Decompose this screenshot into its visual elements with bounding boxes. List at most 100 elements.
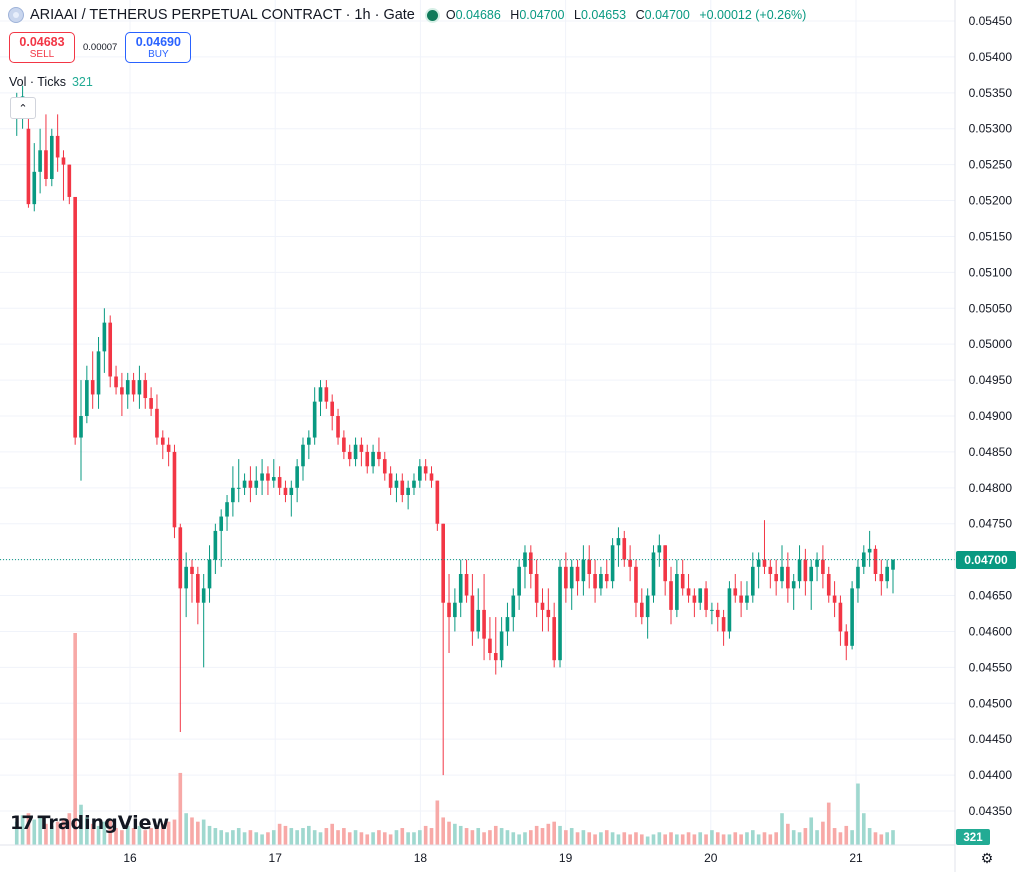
candle-body [745, 595, 749, 603]
ohlc-values: O0.04686 H0.04700 L0.04653 C0.04700 +0.0… [445, 8, 807, 22]
candle-body [79, 416, 83, 438]
candle-body [307, 437, 311, 445]
candle-body [201, 588, 206, 603]
volume-bar [686, 832, 691, 845]
candle-body [342, 437, 346, 452]
volume-bar [499, 828, 504, 845]
volume-bar [809, 817, 814, 845]
candle-body [826, 574, 831, 596]
volume-bar [663, 834, 667, 845]
volume-bar [108, 819, 113, 845]
candle-body [90, 380, 95, 395]
candle-body [727, 588, 732, 632]
candle-body [412, 480, 416, 488]
volume-bar [160, 823, 165, 845]
candle-body [318, 387, 323, 402]
volume-bar [190, 817, 194, 845]
candle-body [359, 444, 364, 452]
candle-body [85, 380, 89, 416]
volume-bar [844, 825, 849, 845]
candle-body [231, 487, 235, 503]
candle-body [312, 401, 317, 438]
volume-bar [861, 813, 866, 845]
candle-body [44, 150, 48, 179]
candle-body [552, 617, 556, 661]
candle-body [721, 617, 726, 632]
volume-bar [14, 821, 19, 845]
symbol-title[interactable]: ARIAAI / TETHERUS PERPETUAL CONTRACT · 1… [30, 7, 415, 23]
price-tick-label: 0.05400 [969, 50, 1013, 64]
price-tick-label: 0.05000 [969, 337, 1013, 351]
volume-bar [73, 633, 77, 845]
candle-body [821, 559, 825, 574]
candle-body [102, 322, 107, 352]
settings-gear-icon[interactable]: ⚙ [980, 850, 994, 866]
candle-body [651, 552, 656, 596]
candle-body [295, 466, 299, 488]
candle-body [254, 480, 259, 488]
candle-body [599, 574, 603, 589]
volume-bar [371, 832, 375, 845]
candle-body [429, 473, 434, 481]
volume-bar [511, 832, 516, 845]
volume-bar [639, 834, 644, 845]
volume-bar [377, 830, 381, 845]
candle-body [786, 566, 790, 589]
tradingview-logo[interactable]: 17 TradingView [10, 812, 170, 834]
volume-bar [558, 825, 562, 845]
volume-bar [599, 832, 603, 845]
volume-bar [289, 828, 294, 845]
candle-body [529, 552, 533, 574]
candle-body [505, 617, 510, 632]
market-status-icon[interactable] [426, 9, 438, 21]
sell-button[interactable]: 0.04683 SELL [9, 32, 75, 63]
volume-bar [815, 830, 819, 845]
price-tick-label: 0.05100 [969, 265, 1013, 279]
volume-bar [90, 823, 95, 845]
spread-value: 0.00007 [83, 42, 118, 53]
volume-bar [622, 832, 627, 845]
candle-body [628, 559, 632, 567]
volume-bar [698, 832, 703, 845]
volume-bar [67, 813, 72, 845]
candle-body [418, 466, 422, 481]
volume-bar [464, 828, 469, 845]
volume-bar [885, 832, 889, 845]
candle-body [190, 566, 194, 574]
price-tick-label: 0.04400 [969, 768, 1013, 782]
volume-bar [745, 832, 749, 845]
volume-bar [260, 834, 264, 845]
volume-bar [55, 821, 60, 845]
candle-body [114, 376, 118, 388]
candle-body [692, 595, 697, 603]
candle-body [155, 408, 159, 438]
volume-bar [20, 815, 25, 845]
candle-body [283, 487, 288, 495]
candle-body [160, 437, 165, 445]
volume-bar [248, 830, 253, 845]
candle-body [733, 588, 738, 596]
volume-bar [803, 828, 808, 845]
volume-bar [225, 832, 229, 845]
candle-body [739, 595, 743, 603]
volume-bar [447, 821, 451, 845]
volume-legend[interactable]: Vol · Ticks 321 [9, 75, 93, 89]
candle-body [131, 380, 136, 395]
collapse-legend-button[interactable]: ⌃ [10, 97, 36, 119]
candle-body [213, 530, 218, 560]
candle-body [686, 588, 691, 596]
buy-button[interactable]: 0.04690 BUY [125, 32, 192, 63]
close-value: 0.04700 [644, 8, 690, 22]
price-tick-label: 0.04950 [969, 373, 1013, 387]
candle-body [809, 566, 814, 582]
candle-body [797, 559, 802, 582]
volume-bar [715, 832, 720, 845]
price-tick-label: 0.04550 [969, 660, 1013, 674]
volume-bar [441, 817, 445, 845]
volume-bar [564, 830, 568, 845]
volume-bar [891, 830, 895, 845]
candle-body [143, 380, 148, 399]
volume-bar [838, 832, 843, 845]
volume-bar [213, 828, 218, 845]
